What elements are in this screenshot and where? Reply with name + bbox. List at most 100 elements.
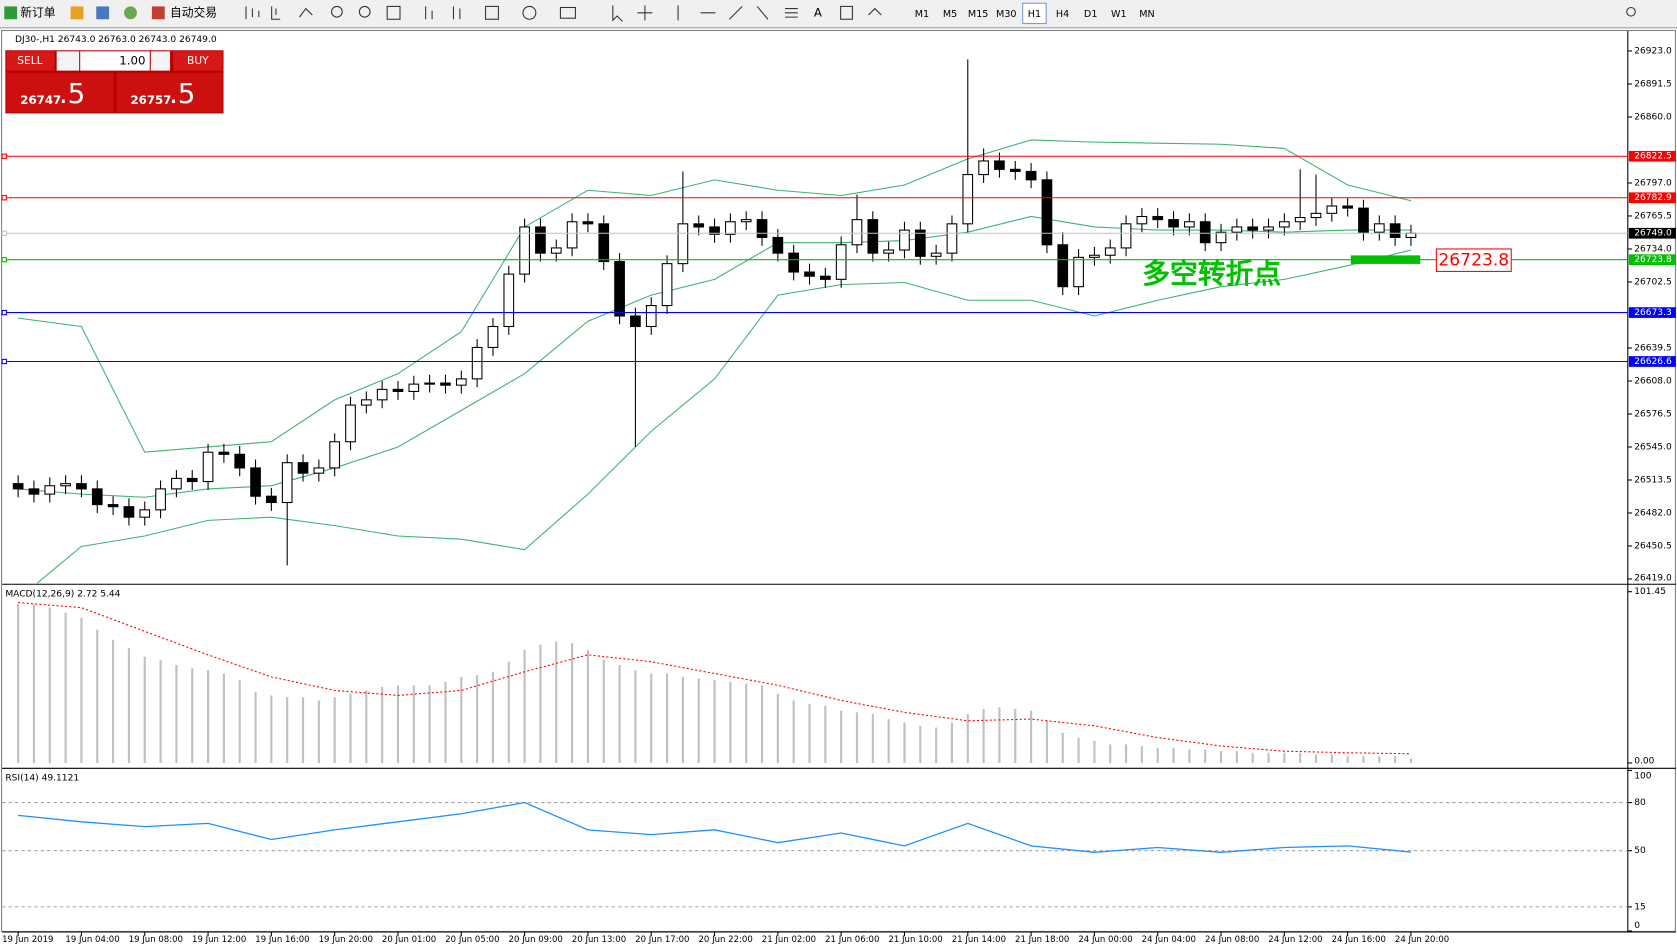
candle-body bbox=[1358, 207, 1369, 233]
auto-trading[interactable]: 自动交易 bbox=[170, 5, 217, 19]
y-tick-label: 26860.0 bbox=[1634, 112, 1672, 122]
tool-icon[interactable] bbox=[840, 5, 853, 20]
timeframe-button[interactable]: H4 bbox=[1056, 9, 1069, 20]
tool-icon[interactable] bbox=[386, 5, 401, 20]
y-tick-label: 26450.5 bbox=[1634, 541, 1672, 551]
y-tick-label: 26923.0 bbox=[1634, 46, 1672, 56]
tool-icon[interactable] bbox=[245, 6, 260, 20]
panel-title: DJ30-,H1 26743.0 26763.0 26743.0 26749.0 bbox=[15, 35, 217, 45]
candle-body bbox=[123, 506, 135, 518]
candle-body bbox=[535, 226, 546, 254]
candle-body bbox=[740, 219, 752, 223]
buy-label[interactable]: BUY bbox=[187, 54, 209, 67]
candle-body bbox=[1294, 217, 1306, 223]
crosshair-icon[interactable] bbox=[637, 5, 653, 21]
sell-button[interactable] bbox=[6, 51, 55, 71]
tool-icon[interactable] bbox=[299, 7, 313, 18]
tool-icon[interactable] bbox=[559, 6, 576, 19]
lot-input[interactable] bbox=[80, 51, 150, 71]
timeframe-button[interactable]: M1 bbox=[915, 9, 929, 20]
candle-body bbox=[155, 488, 166, 511]
candle-body bbox=[1326, 205, 1338, 214]
candle-body bbox=[266, 495, 277, 504]
level-label: 26673.3 bbox=[1634, 308, 1672, 318]
level-marker bbox=[1, 195, 7, 201]
new-order[interactable]: 新订单 bbox=[20, 5, 55, 19]
timeframe-button[interactable]: M15 bbox=[968, 9, 989, 20]
candle-body bbox=[914, 229, 926, 257]
x-tick-label: 24 Jun 00:00 bbox=[1078, 935, 1132, 945]
lot-up[interactable] bbox=[150, 51, 171, 71]
y-tick-label: 0.00 bbox=[1634, 756, 1654, 766]
candle-body bbox=[661, 263, 673, 307]
candle-body bbox=[202, 451, 214, 483]
search-icon[interactable] bbox=[1626, 6, 1636, 17]
y-tick-label: 26891.5 bbox=[1634, 79, 1672, 89]
bollinger-lower bbox=[36, 249, 1412, 584]
candle-body bbox=[614, 261, 625, 317]
x-tick-label: 19 Jun 20:00 bbox=[319, 935, 373, 945]
lot-down[interactable] bbox=[56, 51, 80, 71]
y-tick-label: 26513.5 bbox=[1634, 475, 1672, 485]
candle-body bbox=[455, 378, 467, 386]
x-tick-label: 20 Jun 13:00 bbox=[572, 935, 626, 945]
sell-price-frac[interactable]: .5 bbox=[59, 77, 86, 110]
tool-icon[interactable] bbox=[331, 5, 343, 18]
timeframe-button[interactable]: M30 bbox=[996, 9, 1017, 20]
candle-body bbox=[281, 462, 293, 504]
tool-icon[interactable] bbox=[96, 6, 110, 20]
level-label-bg bbox=[1628, 150, 1676, 162]
sell-price-box[interactable] bbox=[6, 72, 114, 113]
candle-body bbox=[139, 509, 151, 518]
timeframe-button[interactable]: H1 bbox=[1028, 9, 1041, 20]
candle-body bbox=[234, 453, 246, 469]
sell-price[interactable]: 26747 bbox=[20, 93, 61, 107]
buy-price-box[interactable] bbox=[116, 72, 223, 113]
candle-body bbox=[1199, 221, 1211, 244]
tool-icon[interactable] bbox=[677, 5, 798, 21]
buy-price-frac[interactable]: .5 bbox=[169, 77, 196, 110]
candle-body bbox=[598, 223, 610, 263]
tool-icon[interactable] bbox=[868, 7, 882, 16]
tool-icon[interactable] bbox=[452, 6, 461, 20]
lot-value[interactable]: 1.00 bbox=[119, 53, 145, 67]
candle-body bbox=[60, 483, 71, 487]
candle-body bbox=[297, 462, 309, 474]
candle-body bbox=[788, 252, 800, 273]
sell-label[interactable]: SELL bbox=[17, 54, 42, 67]
toolbar-bg bbox=[0, 0, 1677, 28]
tool-icon[interactable] bbox=[485, 5, 499, 20]
auto-trading-icon[interactable] bbox=[151, 6, 165, 20]
timeframe-button[interactable]: MN bbox=[1139, 9, 1154, 20]
timeframe-button[interactable]: M5 bbox=[943, 9, 957, 20]
candle-body bbox=[408, 383, 420, 392]
buy-button[interactable] bbox=[173, 51, 223, 71]
toolbar: 新订单 自动交易 A M1 M5 M15 M30 H1 H4 D1 W1 MN bbox=[0, 0, 1677, 29]
buy-price[interactable]: 26757 bbox=[130, 93, 171, 107]
candle-body bbox=[171, 477, 182, 490]
candle-body bbox=[962, 174, 974, 225]
candle-body bbox=[1215, 231, 1227, 244]
cursor-icon[interactable] bbox=[612, 5, 623, 22]
timeframe-button[interactable]: D1 bbox=[1084, 9, 1098, 20]
tool-icon[interactable] bbox=[358, 5, 371, 18]
candle-body bbox=[1089, 254, 1100, 258]
candle-body bbox=[487, 325, 499, 348]
x-tick-label: 20 Jun 01:00 bbox=[382, 935, 436, 945]
tool-icon[interactable] bbox=[425, 6, 433, 20]
timeframe-button[interactable]: W1 bbox=[1111, 9, 1127, 20]
new-order-icon[interactable] bbox=[4, 6, 18, 20]
tool-icon[interactable] bbox=[70, 6, 84, 20]
candle-body bbox=[1120, 223, 1132, 249]
y-tick-label: 80 bbox=[1634, 798, 1646, 808]
candle-body bbox=[772, 236, 784, 254]
tool-icon[interactable] bbox=[522, 5, 537, 20]
tool-icon[interactable] bbox=[124, 6, 137, 20]
tool-icon[interactable] bbox=[271, 6, 281, 20]
text-tool[interactable]: A bbox=[814, 5, 822, 19]
candle-body bbox=[28, 488, 40, 495]
candle-body bbox=[677, 223, 689, 265]
x-tick-label: 21 Jun 10:00 bbox=[888, 935, 942, 945]
candle-body bbox=[1373, 223, 1385, 233]
